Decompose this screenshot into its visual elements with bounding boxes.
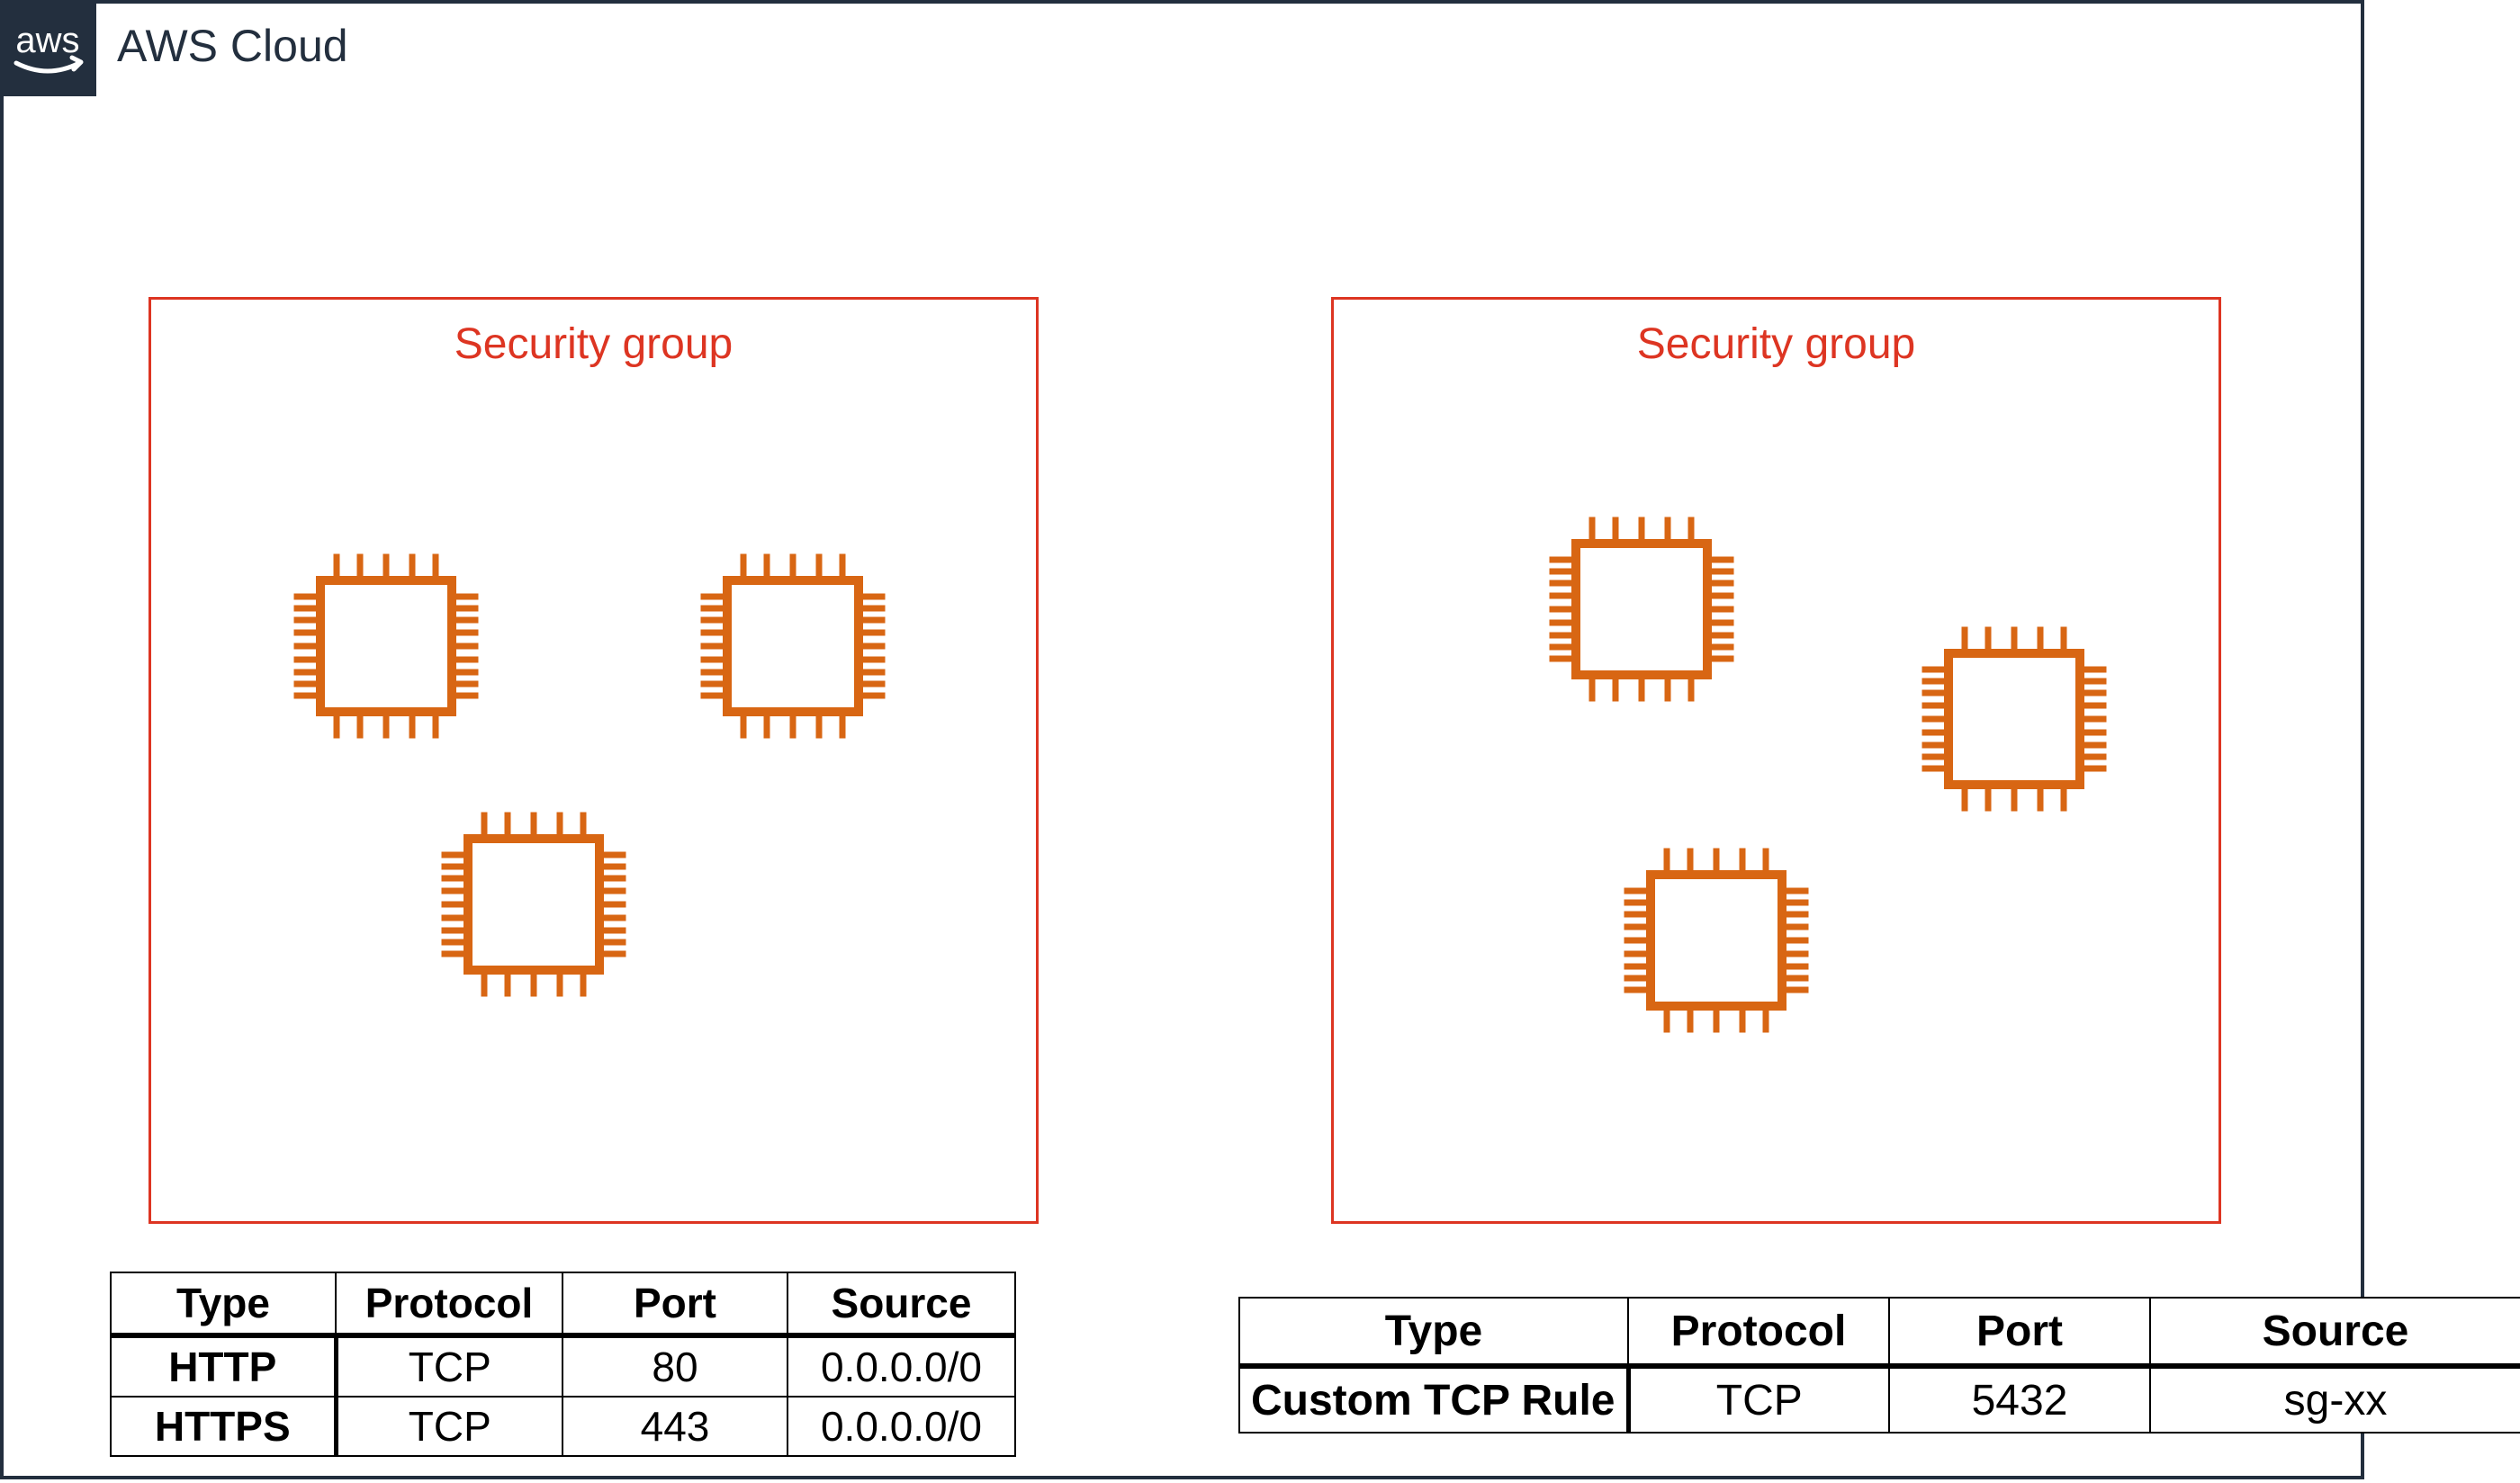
security-group-left: Security group [148, 297, 1039, 1224]
aws-logo-icon: aws [0, 0, 96, 96]
ec2-instance-icon [293, 553, 479, 739]
column-header-port: Port [562, 1272, 788, 1338]
rule-type-cell: HTTPS [110, 1396, 338, 1457]
table-row: Custom TCP Rule TCP 5432 sg-xx [1238, 1365, 2520, 1434]
column-header-source: Source [787, 1272, 1016, 1338]
inbound-rules-table-left: Type Protocol Port Source HTTP TCP 80 0.… [110, 1272, 1016, 1457]
cloud-title: AWS Cloud [117, 21, 348, 71]
column-header-protocol: Protocol [1627, 1297, 1890, 1369]
column-header-source: Source [2149, 1297, 2520, 1369]
rule-source-cell: sg-xx [2149, 1365, 2520, 1434]
rule-protocol-cell: TCP [335, 1335, 563, 1398]
security-group-title: Security group [454, 320, 734, 368]
ec2-instance-icon [1549, 517, 1734, 702]
ec2-instance-icon [700, 553, 886, 739]
column-header-protocol: Protocol [335, 1272, 563, 1338]
security-group-title: Security group [1636, 320, 1916, 368]
table-header-row: Type Protocol Port Source [110, 1272, 1016, 1338]
aws-logo-text: aws [15, 21, 79, 60]
table-row: HTTP TCP 80 0.0.0.0/0 [110, 1335, 1016, 1398]
rule-source-cell: 0.0.0.0/0 [787, 1396, 1016, 1457]
rule-port-cell: 443 [562, 1396, 788, 1457]
aws-cloud-group [0, 0, 2364, 1479]
column-header-type: Type [110, 1272, 337, 1338]
table-row: HTTPS TCP 443 0.0.0.0/0 [110, 1396, 1016, 1457]
column-header-port: Port [1888, 1297, 2151, 1369]
security-group-right: Security group [1331, 297, 2221, 1224]
inbound-rules-table-right: Type Protocol Port Source Custom TCP Rul… [1238, 1297, 2520, 1434]
rule-port-cell: 5432 [1888, 1365, 2151, 1434]
rule-protocol-cell: TCP [335, 1396, 563, 1457]
rule-source-cell: 0.0.0.0/0 [787, 1335, 1016, 1398]
rule-protocol-cell: TCP [1627, 1365, 1890, 1434]
column-header-type: Type [1238, 1297, 1629, 1369]
rule-type-cell: Custom TCP Rule [1238, 1365, 1631, 1434]
table-header-row: Type Protocol Port Source [1238, 1297, 2520, 1369]
rule-port-cell: 80 [562, 1335, 788, 1398]
rule-type-cell: HTTP [110, 1335, 338, 1398]
ec2-instance-icon [1624, 848, 1809, 1033]
ec2-instance-icon [441, 812, 626, 997]
ec2-instance-icon [1922, 626, 2107, 812]
